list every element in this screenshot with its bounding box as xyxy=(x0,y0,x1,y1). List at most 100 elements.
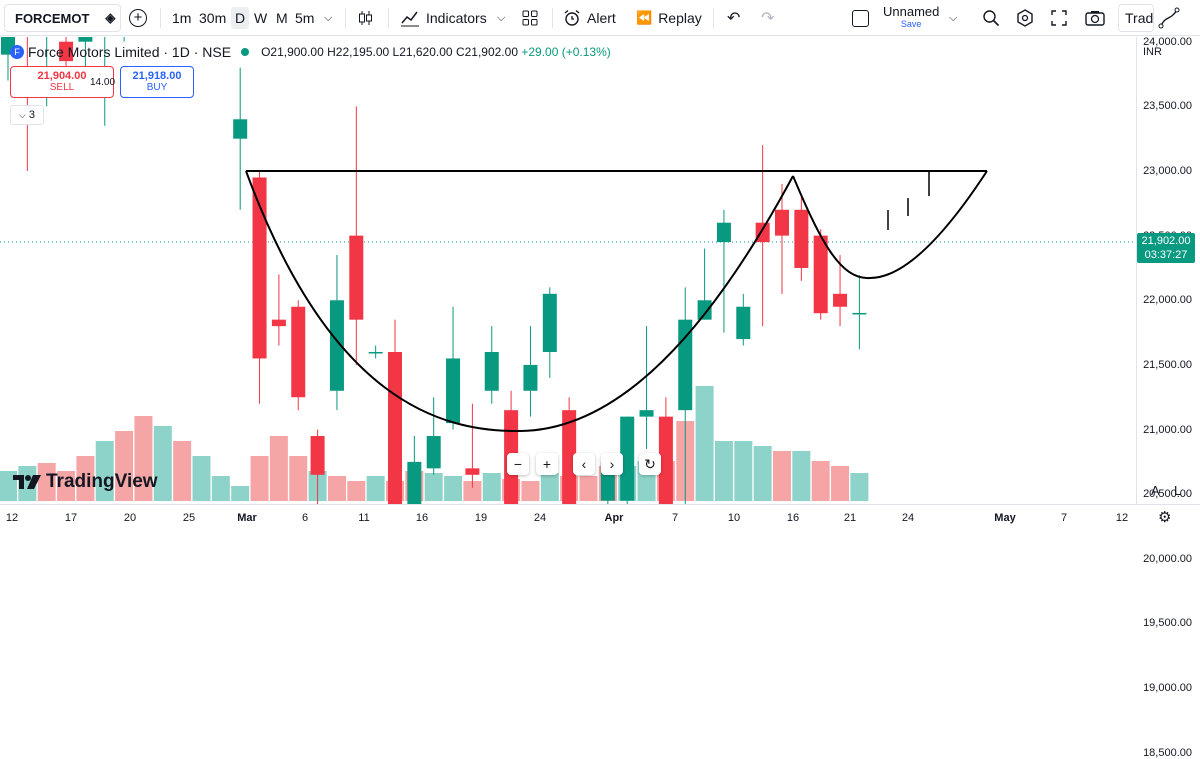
volume-bar xyxy=(753,446,772,501)
trade-button[interactable]: Trade xyxy=(1118,4,1154,32)
price-chart[interactable] xyxy=(0,37,1136,504)
candle xyxy=(697,248,712,320)
indicators-dropdown[interactable]: ⌵ xyxy=(497,0,505,36)
volume-bar xyxy=(0,471,17,501)
interval-1m[interactable]: 1m xyxy=(172,0,191,36)
interval-d[interactable]: D xyxy=(231,0,250,36)
top-toolbar: FORCEMOT ◈ + 1m 30m D W M 5m ⌵ Indicator… xyxy=(0,0,1200,36)
buy-button[interactable]: 21,918.00 BUY xyxy=(120,66,194,98)
candle xyxy=(123,37,125,42)
volume-bar xyxy=(792,451,811,501)
auto-scale-button[interactable]: A xyxy=(1151,483,1160,498)
time-tick-label: 12 xyxy=(1115,512,1129,524)
compare-button[interactable]: + xyxy=(129,0,147,36)
replay-button[interactable]: ⏪ Replay xyxy=(636,0,702,36)
price-tick-label: 21,000.00 xyxy=(1143,423,1192,436)
undo-button[interactable]: ↶ xyxy=(727,0,740,36)
scroll-right-button[interactable]: › xyxy=(601,453,623,475)
cup-curve[interactable] xyxy=(245,170,794,433)
spread-value: 14.00 xyxy=(90,77,116,88)
price-tick-label: 23,500.00 xyxy=(1143,100,1192,113)
chart-legend[interactable]: F Force Motors Limited · 1D · NSE O21,90… xyxy=(10,44,611,60)
redo-button[interactable]: ↷ xyxy=(761,0,774,36)
volume-bar xyxy=(831,466,850,501)
volume-bar xyxy=(211,476,230,501)
chart-pane[interactable]: TradingView − + ‹ › ↻ xyxy=(0,37,1136,504)
indicators-label: Indicators xyxy=(426,10,487,26)
volume-bar xyxy=(57,471,76,501)
volume-bar xyxy=(444,476,463,501)
cup-and-handle-drawing[interactable] xyxy=(245,170,988,433)
grid-icon xyxy=(522,10,538,26)
scroll-left-button[interactable]: ‹ xyxy=(573,453,595,475)
symbol-title[interactable]: Force Motors Limited · 1D · NSE xyxy=(28,44,232,60)
candle xyxy=(349,106,364,365)
time-tick-label: 21 xyxy=(843,512,857,524)
layout-grid-button[interactable] xyxy=(522,0,538,36)
log-scale-button[interactable]: L xyxy=(1174,483,1182,498)
refresh-icon: ↻ xyxy=(644,455,656,472)
currency-label[interactable]: INR xyxy=(1143,46,1162,58)
tradingview-logo[interactable]: TradingView xyxy=(12,471,158,493)
settings-button[interactable]: ⚙ xyxy=(1158,508,1171,526)
layout-name-button[interactable]: Unnamed Save xyxy=(883,0,939,36)
interval-m[interactable]: M xyxy=(276,0,288,36)
time-tick-label: 24 xyxy=(901,512,915,524)
volume-bar xyxy=(540,473,559,501)
sell-price: 21,904.00 xyxy=(37,70,87,82)
save-label: Save xyxy=(900,19,922,29)
snapshot-button[interactable] xyxy=(1085,0,1105,36)
time-tick-label: Apr xyxy=(604,512,624,524)
time-scale[interactable]: 12 17 20 25 Mar 6 11 16 19 24 Apr 7 10 16 21 24 May 7 12 ⚙ xyxy=(0,504,1200,529)
time-tick-label: 24 xyxy=(533,512,547,524)
chart-type-button[interactable] xyxy=(356,0,374,36)
interval-dropdown[interactable]: ⌵ xyxy=(324,0,332,36)
time-tick-label: 12 xyxy=(5,512,19,524)
redo-icon: ↷ xyxy=(761,10,775,27)
layout-checkbox[interactable] xyxy=(852,0,869,36)
volume-bar xyxy=(95,441,114,501)
magnifier-gear-icon xyxy=(983,10,1000,27)
price-tick-label: 20,500.00 xyxy=(1143,488,1192,501)
volume-bar xyxy=(424,473,443,501)
interval-label: 1m xyxy=(172,10,192,26)
indicators-button[interactable]: Indicators xyxy=(400,0,487,36)
symbol-search-button[interactable]: FORCEMOT ◈ xyxy=(4,4,121,32)
alert-button[interactable]: Alert xyxy=(563,0,616,36)
settings-button[interactable] xyxy=(1016,0,1034,36)
open-value: O21,900.00 xyxy=(261,45,324,59)
chevron-down-icon: ⌵ xyxy=(497,11,506,24)
drawing-tool-button[interactable] xyxy=(1158,0,1180,36)
price-scale[interactable]: INR 24,500.0024,000.0023,500.0023,000.00… xyxy=(1136,36,1200,759)
volume-bar xyxy=(173,441,192,501)
volume-bar xyxy=(134,416,153,501)
interval-label: 30m xyxy=(199,10,227,26)
volume-bar xyxy=(521,481,540,501)
buy-label: BUY xyxy=(146,82,168,93)
price-tick-label: 21,500.00 xyxy=(1143,358,1192,371)
reset-chart-button[interactable]: ↻ xyxy=(639,453,661,475)
volume-bar xyxy=(482,473,501,501)
layout-dropdown[interactable]: ⌵ xyxy=(949,0,957,36)
price-tick-label: 22,000.00 xyxy=(1143,294,1192,307)
sell-button[interactable]: 21,904.00 SELL xyxy=(10,66,114,98)
interval-5m[interactable]: 5m xyxy=(295,0,314,36)
layout-name: Unnamed xyxy=(883,4,940,19)
camera-icon xyxy=(1085,11,1105,26)
interval-30m[interactable]: 30m xyxy=(199,0,226,36)
time-tick-label: 16 xyxy=(415,512,429,524)
interval-w[interactable]: W xyxy=(254,0,267,36)
handle-curve[interactable] xyxy=(792,170,988,280)
time-tick-label: 6 xyxy=(301,512,309,524)
plus-icon: + xyxy=(542,456,552,472)
indicators-toggle[interactable]: ⌵ 3 xyxy=(10,105,44,125)
candle xyxy=(252,171,267,404)
zoom-in-button[interactable]: + xyxy=(536,453,558,475)
zoom-out-button[interactable]: − xyxy=(507,453,529,475)
quick-search-button[interactable] xyxy=(982,0,1000,36)
fullscreen-button[interactable] xyxy=(1051,0,1067,36)
candle xyxy=(426,397,441,475)
alarm-clock-icon xyxy=(564,10,580,26)
interval-label: 5m xyxy=(295,10,315,26)
time-tick-label: 7 xyxy=(671,512,679,524)
